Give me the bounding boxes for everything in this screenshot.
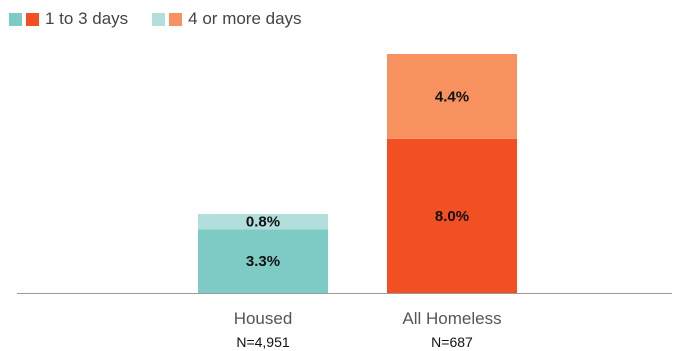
sample-size-all-homeless: N=687 xyxy=(431,334,473,350)
data-label-housed-1-to-3-days: 3.3% xyxy=(246,253,280,270)
legend-swatch-housed-4-or-more xyxy=(152,12,166,26)
legend-swatch-homeless-4-or-more xyxy=(169,12,183,26)
data-label-housed-4-or-more-days: 0.8% xyxy=(246,214,280,231)
legend-entry-4-or-more-days: 4 or more days xyxy=(152,9,302,29)
data-label-all-homeless-4-or-more-days: 4.4% xyxy=(435,88,469,105)
bar-all-homeless-1-to-3-days xyxy=(387,138,517,293)
legend-swatch-housed-1-to-3 xyxy=(9,12,22,26)
bar-all-homeless-4-or-more-days xyxy=(387,54,517,139)
legend: 1 to 3 days 4 or more days xyxy=(9,8,326,30)
data-label-all-homeless-1-to-3-days: 8.0% xyxy=(435,208,469,225)
x-tick-label-housed: Housed xyxy=(234,309,293,328)
bar-housed-1-to-3-days xyxy=(198,229,328,293)
x-tick-label-all-homeless: All Homeless xyxy=(402,309,501,328)
sample-size-housed: N=4,951 xyxy=(236,334,290,350)
legend-label-4-or-more-days: 4 or more days xyxy=(188,9,302,28)
legend-label-1-to-3-days: 1 to 3 days xyxy=(45,9,129,28)
legend-entry-1-to-3-days: 1 to 3 days xyxy=(9,9,128,29)
legend-swatch-homeless-1-to-3 xyxy=(26,12,39,26)
bar-housed-4-or-more-days xyxy=(198,213,328,230)
